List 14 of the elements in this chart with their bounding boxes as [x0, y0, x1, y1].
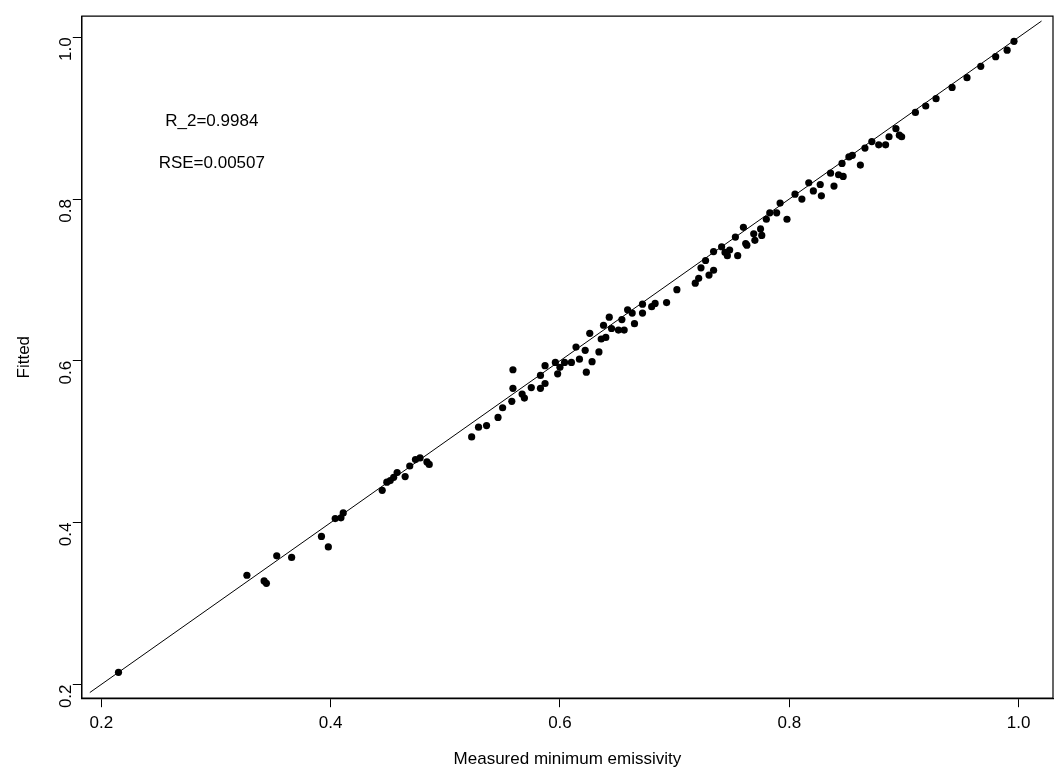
y-tick-label: 1.0: [56, 37, 76, 61]
x-tick-label: 0.4: [318, 713, 343, 733]
x-axis-title: Measured minimum emissivity: [453, 749, 682, 769]
y-tick-label: 0.2: [56, 684, 76, 709]
y-tick-label: 0.4: [56, 522, 76, 547]
x-tick-label: 0.6: [548, 713, 572, 733]
x-tick-label: 0.2: [89, 713, 114, 733]
x-tick-label: 0.8: [777, 713, 802, 733]
annotation: RSE=0.00507: [158, 152, 265, 172]
y-axis-title: Fitted: [13, 335, 33, 379]
y-tick-label: 0.6: [56, 360, 76, 385]
annotation: R_2=0.9984: [165, 110, 259, 130]
y-tick-label: 0.8: [56, 199, 76, 223]
x-tick-label: 1.0: [1006, 713, 1031, 733]
